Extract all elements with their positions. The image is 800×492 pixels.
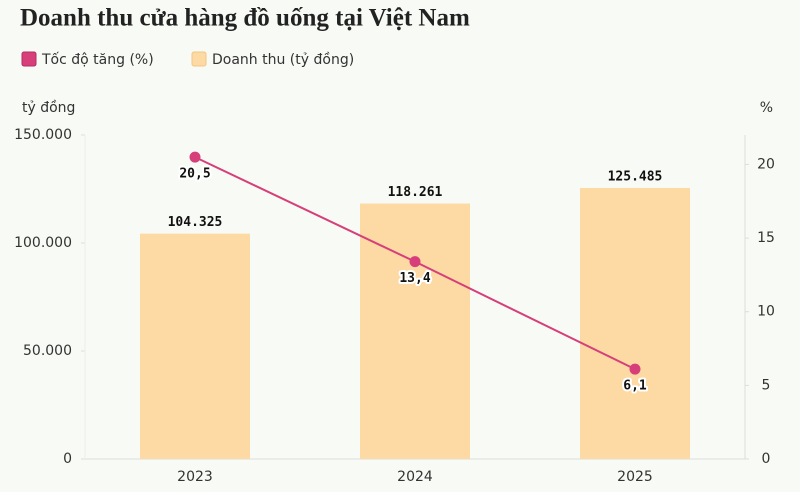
x-tick-label: 2024 [397, 469, 433, 485]
x-tick-label: 2025 [617, 469, 653, 485]
legend-label: Doanh thu (tỷ đồng) [212, 51, 354, 68]
data-label: 20,5 [179, 167, 210, 182]
y-tick-label: 50.000 [23, 343, 72, 359]
bar [360, 203, 470, 459]
y2-tick-label: 20 [757, 156, 775, 172]
chart-title: Doanh thu cửa hàng đồ uống tại Việt Nam [20, 5, 470, 32]
data-label: 13,4 [399, 271, 430, 286]
point [189, 151, 201, 163]
x-tick-label: 2023 [177, 469, 213, 485]
legend-swatch [21, 51, 37, 67]
data-label: 6,1 [623, 379, 647, 394]
data-label: 118.261 [388, 185, 443, 200]
y2-axis-title: % [760, 100, 773, 116]
point [629, 363, 641, 375]
point [409, 256, 421, 268]
y-tick-label: 0 [63, 451, 72, 467]
y2-tick-label: 5 [762, 377, 771, 393]
y2-tick-label: 0 [762, 451, 771, 467]
legend-label: Tốc độ tăng (%) [41, 51, 154, 68]
y2-tick-label: 15 [757, 230, 775, 246]
data-label: 104.325 [168, 215, 223, 230]
y-tick-label: 100.000 [14, 235, 72, 251]
y-tick-label: 150.000 [14, 127, 72, 143]
bar [580, 187, 690, 459]
y-axis-title: tỷ đồng [22, 99, 75, 116]
y2-tick-label: 10 [757, 304, 775, 320]
bar [140, 233, 250, 459]
legend-swatch [191, 51, 207, 67]
data-label: 125.485 [608, 169, 663, 184]
